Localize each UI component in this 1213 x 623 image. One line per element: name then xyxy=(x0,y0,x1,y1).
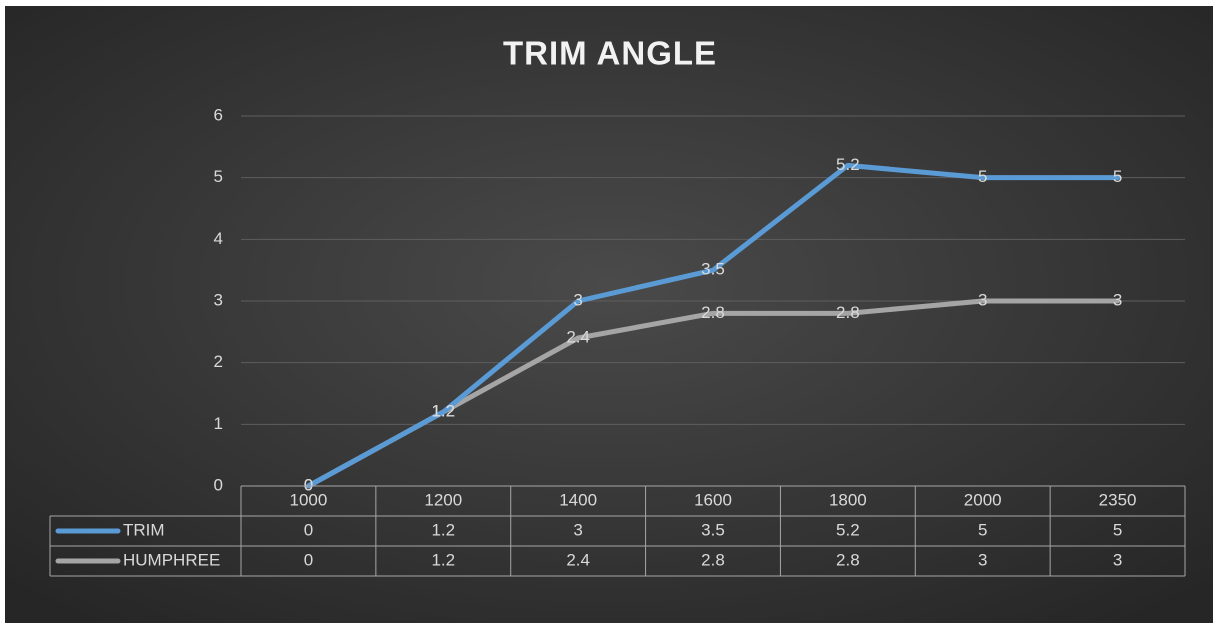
chart-title: TRIM ANGLE xyxy=(503,35,717,72)
y-tick-label: 4 xyxy=(214,229,223,248)
table-value: 0 xyxy=(304,520,313,539)
data-label: 5.2 xyxy=(836,155,860,174)
data-label: 5 xyxy=(978,167,987,186)
table-value: 3 xyxy=(573,520,582,539)
x-tick-label: 1000 xyxy=(290,490,328,509)
table-value: 1.2 xyxy=(431,550,455,569)
y-tick-label: 2 xyxy=(214,352,223,371)
data-label: 0 xyxy=(304,475,313,494)
y-tick-label: 5 xyxy=(214,167,223,186)
table-value: 5 xyxy=(978,520,987,539)
x-tick-label: 2000 xyxy=(964,490,1002,509)
y-tick-label: 3 xyxy=(214,290,223,309)
data-label: 3 xyxy=(1113,290,1122,309)
table-value: 3 xyxy=(978,550,987,569)
data-label: 2.8 xyxy=(836,303,860,322)
y-tick-label: 1 xyxy=(214,414,223,433)
table-value: 3 xyxy=(1113,550,1122,569)
series-line xyxy=(305,162,1121,489)
chart-background xyxy=(5,6,1213,623)
legend-label: HUMPHREE xyxy=(123,550,220,569)
data-label: 3.5 xyxy=(701,260,725,279)
table-value: 2.8 xyxy=(701,550,725,569)
data-label: 3 xyxy=(573,290,582,309)
table-value: 5 xyxy=(1113,520,1122,539)
table-value: 2.8 xyxy=(836,550,860,569)
data-label: 1.2 xyxy=(431,401,455,420)
y-tick-label: 0 xyxy=(214,475,223,494)
legend-label: TRIM xyxy=(123,520,165,539)
data-label: 2.4 xyxy=(566,327,590,346)
data-label: 2.8 xyxy=(701,303,725,322)
data-label: 0 xyxy=(304,475,313,494)
x-tick-label: 1200 xyxy=(424,490,462,509)
table-value: 5.2 xyxy=(836,520,860,539)
data-label: 1.2 xyxy=(431,401,455,420)
table-value: 3.5 xyxy=(701,520,725,539)
x-tick-label: 1400 xyxy=(559,490,597,509)
table-value: 2.4 xyxy=(566,550,590,569)
table-value: 0 xyxy=(304,550,313,569)
data-label: 5 xyxy=(1113,167,1122,186)
y-tick-label: 6 xyxy=(214,105,223,124)
x-tick-label: 1800 xyxy=(829,490,867,509)
x-tick-label: 2350 xyxy=(1099,490,1137,509)
data-label: 3 xyxy=(978,290,987,309)
table-value: 1.2 xyxy=(431,520,455,539)
x-tick-label: 1600 xyxy=(694,490,732,509)
